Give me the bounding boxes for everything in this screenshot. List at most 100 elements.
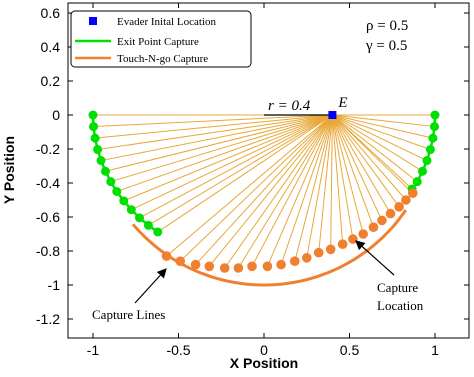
touch-n-go-marker xyxy=(289,256,300,267)
capture-line xyxy=(332,114,435,128)
exit-point-marker xyxy=(428,133,438,143)
capture-line xyxy=(166,114,333,257)
touch-n-go-marker xyxy=(161,251,172,261)
plot-frame xyxy=(67,2,470,339)
y-axis-title: Y Position xyxy=(1,136,17,204)
capture-line xyxy=(331,114,344,245)
radius-label: r = 0.4 xyxy=(268,98,311,114)
legend-evader-label: Evader Inital Location xyxy=(117,16,216,28)
exit-point-marker xyxy=(88,110,98,120)
exit-point-marker xyxy=(425,145,435,155)
capture-line xyxy=(332,114,423,172)
y-tick-label: 0.2 xyxy=(41,73,61,89)
exit-point-marker xyxy=(96,156,106,166)
capture-line xyxy=(306,114,333,258)
touch-n-go-marker xyxy=(276,259,286,270)
legend: Evader Inital Location Exit Point Captur… xyxy=(70,10,252,68)
annotation-capture-lines: Capture Lines xyxy=(92,307,165,322)
evader-label: E xyxy=(337,95,347,111)
x-tick-label: 0.5 xyxy=(340,342,360,358)
x-axis-title: X Position xyxy=(230,355,298,371)
legend-evader-marker xyxy=(89,17,97,25)
annotation-capture: Capture xyxy=(377,280,418,295)
capture-line xyxy=(110,114,333,183)
capture-line xyxy=(97,114,333,151)
exit-point-marker xyxy=(93,145,103,155)
touch-n-go-marker xyxy=(204,261,215,272)
capture-line xyxy=(208,114,333,267)
capture-line xyxy=(331,114,383,221)
capture-location-arc-path xyxy=(131,209,408,287)
evader-marker xyxy=(328,111,337,119)
y-tick-label: -0.4 xyxy=(36,175,60,191)
touch-n-go-marker xyxy=(337,239,348,249)
exit-point-marker xyxy=(143,220,153,230)
exit-point-marker xyxy=(119,196,129,206)
arrow-capture-location xyxy=(355,240,395,276)
capture-line xyxy=(331,114,400,208)
arrow-capture-lines xyxy=(134,268,167,304)
exit-point-marker xyxy=(90,133,100,143)
exit-point-marker xyxy=(430,110,440,120)
capture-line xyxy=(266,114,333,267)
capture-line xyxy=(131,114,333,211)
capture-line xyxy=(139,114,333,219)
capture-line xyxy=(148,114,333,226)
capture-line xyxy=(251,114,333,267)
capture-line xyxy=(100,114,333,162)
legend-exit-label: Exit Point Capture xyxy=(117,36,199,48)
capture-points xyxy=(88,110,440,273)
exit-point-marker xyxy=(153,227,163,237)
exit-point-marker xyxy=(112,187,122,196)
touch-n-go-marker xyxy=(219,263,230,273)
touch-n-go-marker xyxy=(385,208,396,219)
axis-ticks: -1 -0.5 0 0.5 1 0.6 0.4 0.2 0 -0.2 -0.4 -0.6 -0.8 -1 -… xyxy=(36,3,469,358)
y-tick-label: -1 xyxy=(48,277,61,293)
exit-point-marker xyxy=(89,122,99,132)
capture-line xyxy=(280,114,333,265)
capture-line xyxy=(330,114,333,250)
capture-line xyxy=(179,114,333,262)
exit-point-marker xyxy=(429,122,439,132)
touch-n-go-marker xyxy=(401,195,411,205)
touch-n-go-marker xyxy=(247,261,257,272)
param-gamma: γ = 0.5 xyxy=(365,38,407,54)
exit-point-marker xyxy=(126,205,136,215)
touch-n-go-marker xyxy=(301,252,312,263)
exit-point-marker xyxy=(412,177,422,187)
y-tick-label: -0.2 xyxy=(36,141,60,157)
legend-box xyxy=(70,10,252,68)
capture-line xyxy=(157,114,333,233)
touch-n-go-marker xyxy=(407,188,418,198)
x-tick-label: -1 xyxy=(87,342,100,358)
annotation-location: Location xyxy=(377,298,424,313)
touch-n-go-marker xyxy=(358,229,368,239)
capture-line xyxy=(332,114,414,194)
y-tick-label: 0 xyxy=(52,107,60,123)
legend-touch-label: Touch-N-go Capture xyxy=(117,53,208,65)
y-tick-label: 0.4 xyxy=(41,39,61,55)
capture-line xyxy=(224,114,333,269)
y-tick-label: -0.6 xyxy=(36,209,60,225)
y-tick-label: -0.8 xyxy=(36,243,60,259)
capture-line xyxy=(332,114,407,201)
touch-n-go-marker xyxy=(262,261,273,272)
capture-line xyxy=(331,114,374,228)
capture-line xyxy=(332,114,428,162)
capture-line xyxy=(332,114,434,139)
touch-n-go-marker xyxy=(233,263,244,273)
touch-n-go-marker xyxy=(377,215,387,226)
exit-point-marker xyxy=(100,166,110,176)
capture-line xyxy=(237,114,333,269)
touch-n-go-marker xyxy=(394,202,404,212)
capture-line xyxy=(105,114,333,172)
capture-line xyxy=(318,114,333,253)
touch-n-go-marker xyxy=(368,222,379,232)
y-tick-label: 0.6 xyxy=(41,5,61,21)
capture-line xyxy=(331,114,364,235)
x-tick-label: 1 xyxy=(431,342,439,358)
x-tick-label: -0.5 xyxy=(166,342,190,358)
exit-point-marker xyxy=(422,156,432,166)
capture-line xyxy=(93,114,333,128)
